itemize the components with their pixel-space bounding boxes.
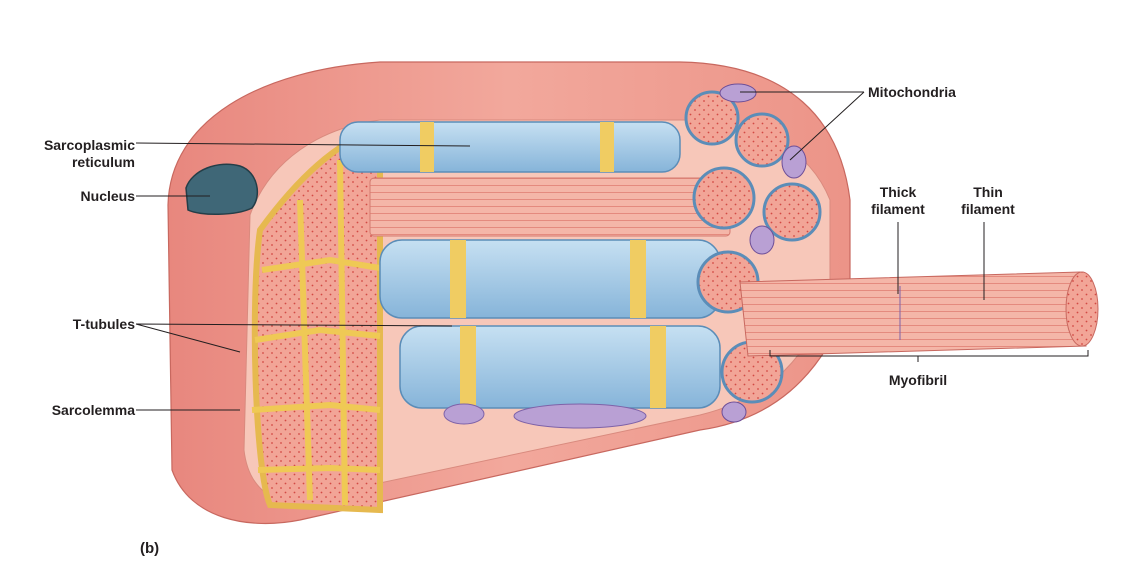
upper-reticulum bbox=[339, 121, 681, 173]
thick-filament-label: Thick filament bbox=[858, 184, 938, 218]
nucleus-label: Nucleus bbox=[80, 188, 135, 204]
sarcoplasmic-reticulum-label: Sarcoplasmic reticulum bbox=[20, 137, 135, 171]
bottom-mitochondrion-small bbox=[443, 403, 485, 425]
thin-filament-line1: Thin bbox=[973, 184, 1003, 200]
mitochondria-label: Mitochondria bbox=[868, 84, 956, 100]
middle-myofibril bbox=[369, 177, 731, 237]
mitochondria bbox=[719, 83, 807, 423]
nucleus-shape bbox=[185, 163, 259, 216]
lower-reticulum bbox=[399, 325, 721, 409]
panel-label: (b) bbox=[140, 540, 160, 557]
middle-reticulum bbox=[379, 239, 721, 319]
thin-filament-label: Thin filament bbox=[948, 184, 1028, 218]
thick-filament-line2: filament bbox=[871, 201, 925, 217]
thin-filament-line2: filament bbox=[961, 201, 1015, 217]
myofibril-label: Myofibril bbox=[888, 372, 948, 388]
sarcoplasmic-reticulum-line1: Sarcoplasmic bbox=[43, 137, 135, 153]
leader-lines bbox=[135, 91, 1089, 411]
sarcoplasmic-reticulum-line2: reticulum bbox=[71, 154, 135, 170]
thick-filament-line1: Thick bbox=[879, 184, 917, 200]
sarcolemma-label: Sarcolemma bbox=[51, 402, 135, 418]
myofibril-cross-sections bbox=[684, 90, 822, 404]
bottom-mitochondrion bbox=[513, 403, 647, 429]
protruding-myofibril bbox=[739, 271, 1099, 357]
t-tubule-network bbox=[251, 123, 383, 514]
t-tubules-label: T-tubules bbox=[72, 316, 135, 332]
